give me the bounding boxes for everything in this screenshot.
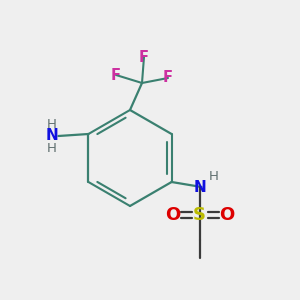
Text: O: O — [219, 206, 234, 224]
Text: S: S — [193, 206, 206, 224]
Text: N: N — [46, 128, 59, 143]
Text: H: H — [208, 170, 218, 184]
Text: F: F — [139, 50, 149, 64]
Text: F: F — [111, 68, 121, 82]
Text: N: N — [193, 179, 206, 194]
Text: H: H — [46, 142, 56, 154]
Text: H: H — [46, 118, 56, 130]
Text: F: F — [163, 70, 173, 86]
Text: O: O — [165, 206, 180, 224]
